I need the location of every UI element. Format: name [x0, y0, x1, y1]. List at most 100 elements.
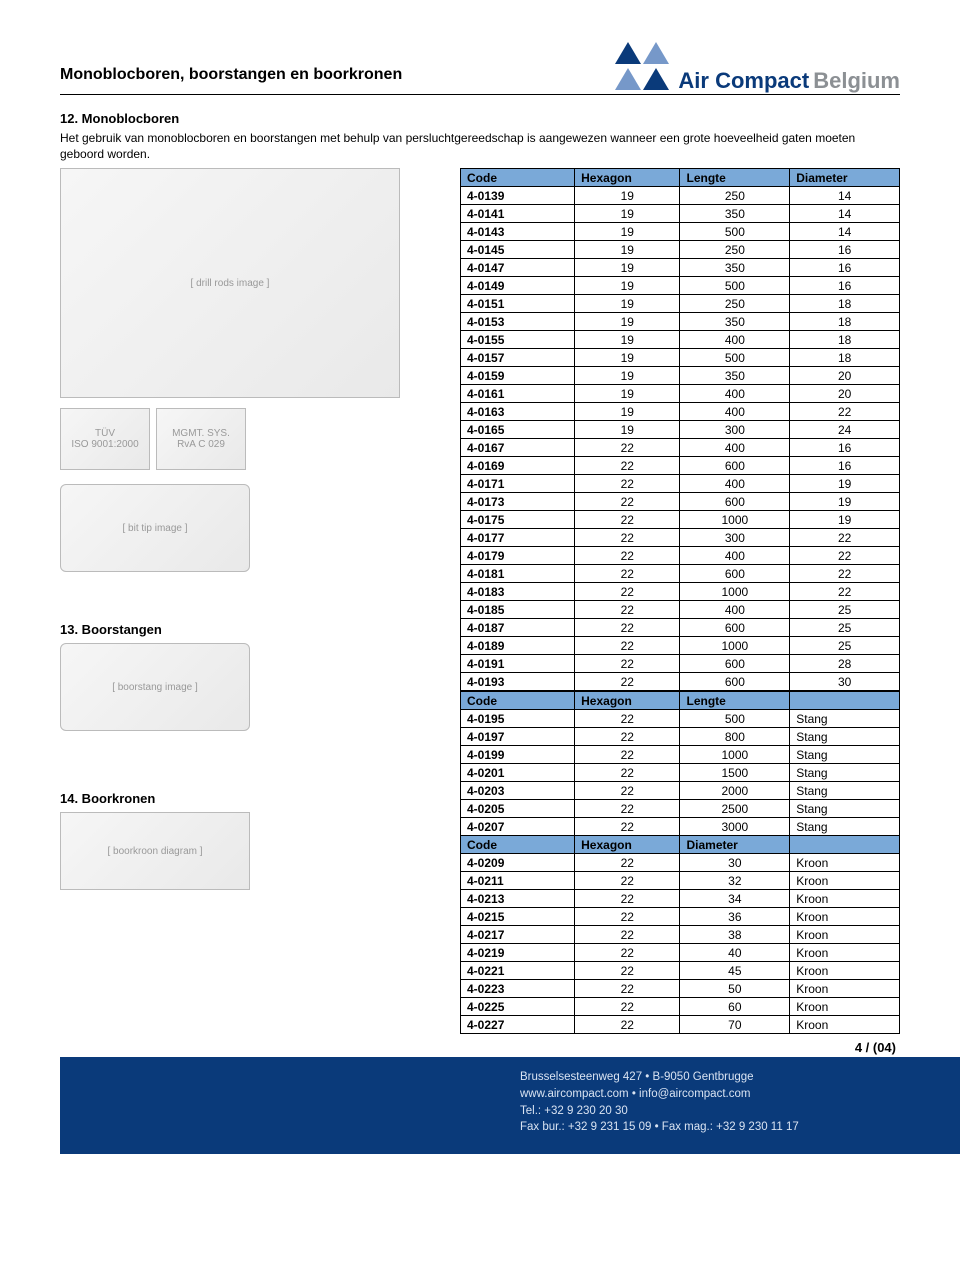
- table-cell: 500: [680, 277, 790, 295]
- table-cell: 4-0205: [461, 800, 575, 818]
- table-cell: 4-0167: [461, 439, 575, 457]
- footer-fax: Fax bur.: +32 9 231 15 09 • Fax mag.: +3…: [520, 1119, 936, 1136]
- table-cell: 19: [575, 367, 680, 385]
- table-cell: 4-0195: [461, 710, 575, 728]
- table-cell: 350: [680, 313, 790, 331]
- table-cell: Stang: [790, 710, 900, 728]
- table-cell: 4-0193: [461, 673, 575, 691]
- table-cell: 19: [575, 277, 680, 295]
- table-row: 4-02152236Kroon: [461, 908, 900, 926]
- table-cell: 4-0203: [461, 782, 575, 800]
- table-cell: 600: [680, 673, 790, 691]
- table-cell: 16: [790, 457, 900, 475]
- table-cell: 4-0141: [461, 205, 575, 223]
- table-row: 4-01912260028: [461, 655, 900, 673]
- table-row: 4-02192240Kroon: [461, 944, 900, 962]
- table-cell: 500: [680, 223, 790, 241]
- table-cell: 22: [575, 800, 680, 818]
- table-row: 4-01491950016: [461, 277, 900, 295]
- table-cell: 16: [790, 277, 900, 295]
- table-cell: 600: [680, 565, 790, 583]
- table-header-cell: Diameter: [790, 169, 900, 187]
- table-row: 4-01551940018: [461, 331, 900, 349]
- table-cell: 22: [575, 565, 680, 583]
- table-cell: Stang: [790, 746, 900, 764]
- table-cell: 4-0157: [461, 349, 575, 367]
- table-row: 4-01451925016: [461, 241, 900, 259]
- table-cell: 4-0181: [461, 565, 575, 583]
- table-cell: 22: [575, 908, 680, 926]
- table-cell: 4-0175: [461, 511, 575, 529]
- table-cell: 19: [575, 349, 680, 367]
- product-image-boorkroon-diagram: [ boorkroon diagram ]: [60, 812, 250, 890]
- table-cell: 22: [575, 998, 680, 1016]
- table-cell: 22: [575, 439, 680, 457]
- table-cell: 4-0163: [461, 403, 575, 421]
- table-cell: 22: [790, 403, 900, 421]
- footer-web: www.aircompact.com • info@aircompact.com: [520, 1086, 936, 1103]
- table-cell: 22: [575, 710, 680, 728]
- table-cell: 4-0221: [461, 962, 575, 980]
- table-cell: 22: [575, 583, 680, 601]
- table-cell: 1000: [680, 746, 790, 764]
- table-cell: 19: [575, 331, 680, 349]
- product-image-drills: [ drill rods image ]: [60, 168, 400, 398]
- table-cell: 19: [790, 511, 900, 529]
- table-header-cell: Code: [461, 169, 575, 187]
- table-cell: Stang: [790, 800, 900, 818]
- table-row: 4-0205222500Stang: [461, 800, 900, 818]
- table-cell: 25: [790, 619, 900, 637]
- table-cell: Kroon: [790, 926, 900, 944]
- table-cell: 22: [575, 457, 680, 475]
- table-cell: 4-0201: [461, 764, 575, 782]
- table-cell: Kroon: [790, 944, 900, 962]
- table-cell: 4-0191: [461, 655, 575, 673]
- table-cell: 600: [680, 619, 790, 637]
- table-cell: 300: [680, 421, 790, 439]
- table-cell: 4-0187: [461, 619, 575, 637]
- table-cell: 500: [680, 710, 790, 728]
- table-cell: 22: [575, 854, 680, 872]
- table-cell: 45: [680, 962, 790, 980]
- table-cell: 22: [790, 583, 900, 601]
- page-header: Monoblocboren, boorstangen en boorkronen…: [60, 40, 900, 95]
- table-cell: 2500: [680, 800, 790, 818]
- table-header-cell: Lengte: [680, 169, 790, 187]
- logo-text-sub: Belgium: [813, 68, 900, 93]
- table-cell: 4-0149: [461, 277, 575, 295]
- header-title: Monoblocboren, boorstangen en boorkronen: [60, 66, 402, 92]
- table-cell: 250: [680, 187, 790, 205]
- logo: Air CompactBelgium: [614, 40, 900, 92]
- table-row: 4-01672240016: [461, 439, 900, 457]
- section-12-title: 12. Monoblocboren: [60, 111, 900, 126]
- product-image-bit-tip: [ bit tip image ]: [60, 484, 250, 572]
- table-cell: 14: [790, 205, 900, 223]
- table-header-cell: Diameter: [680, 836, 790, 854]
- table-cell: 4-0143: [461, 223, 575, 241]
- table-cell: Kroon: [790, 998, 900, 1016]
- table-row: 4-02112232Kroon: [461, 872, 900, 890]
- table-row: 4-02092230Kroon: [461, 854, 900, 872]
- table-cell: 22: [575, 728, 680, 746]
- table-cell: 22: [575, 980, 680, 998]
- table-header-cell: [790, 836, 900, 854]
- table-cell: 19: [790, 475, 900, 493]
- table-row: 4-0203222000Stang: [461, 782, 900, 800]
- table-cell: 400: [680, 403, 790, 421]
- table-cell: 22: [575, 637, 680, 655]
- tuv-badge-icon: TÜVISO 9001:2000: [60, 408, 150, 470]
- table-cell: 4-0151: [461, 295, 575, 313]
- table-cell: 22: [790, 565, 900, 583]
- table-row: 4-01431950014: [461, 223, 900, 241]
- table-cell: 22: [790, 547, 900, 565]
- rva-badge-icon: MGMT. SYS.RvA C 029: [156, 408, 246, 470]
- table-cell: 22: [575, 529, 680, 547]
- table-row: 4-01712240019: [461, 475, 900, 493]
- table-cell: 22: [575, 511, 680, 529]
- table-cell: 16: [790, 241, 900, 259]
- table-row: 4-02252260Kroon: [461, 998, 900, 1016]
- table-cell: 60: [680, 998, 790, 1016]
- table-cell: 19: [575, 259, 680, 277]
- table-cell: 4-0145: [461, 241, 575, 259]
- logo-text-main: Air Compact: [678, 68, 809, 93]
